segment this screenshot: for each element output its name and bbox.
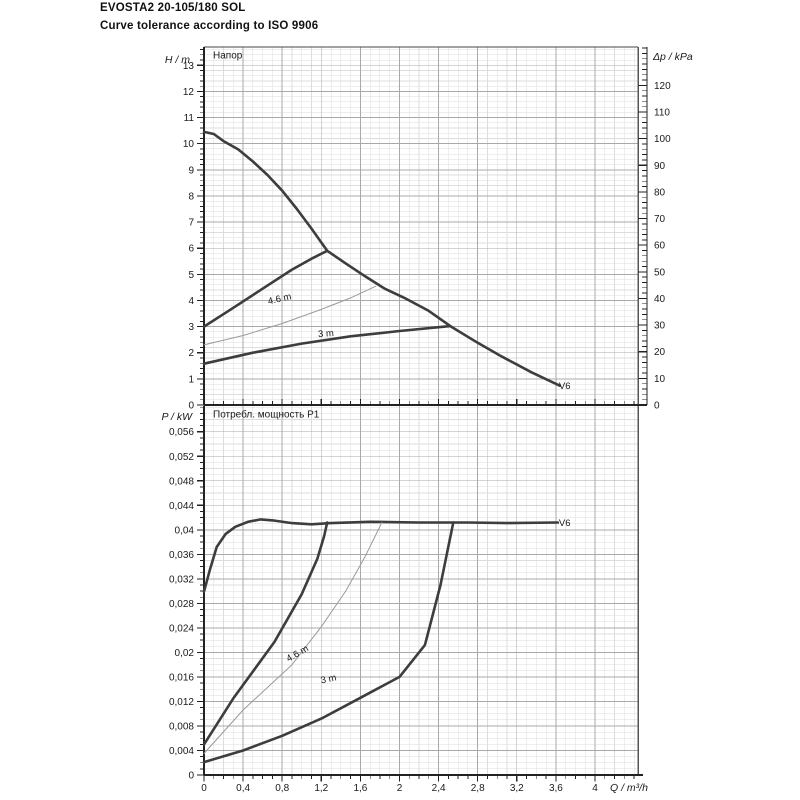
svg-text:0,4: 0,4 [236, 783, 250, 794]
axis-ticks [197, 406, 635, 782]
svg-text:100: 100 [654, 134, 671, 145]
svg-text:0,04: 0,04 [175, 525, 195, 536]
svg-text:0: 0 [654, 401, 660, 412]
svg-text:1,2: 1,2 [314, 783, 328, 794]
axis-frame [203, 46, 648, 406]
svg-text:0,032: 0,032 [169, 574, 194, 585]
svg-text:0,024: 0,024 [169, 623, 194, 634]
svg-text:3 m: 3 m [320, 672, 338, 686]
svg-text:50: 50 [654, 267, 666, 278]
svg-text:7: 7 [188, 218, 194, 229]
svg-text:0,016: 0,016 [169, 672, 194, 683]
axis-titles: Напор H / m Δp / kPa [165, 51, 693, 67]
svg-text:0,044: 0,044 [169, 501, 194, 512]
svg-text:0,008: 0,008 [169, 721, 194, 732]
head-curve-3-m [202, 324, 452, 365]
svg-text:10: 10 [183, 139, 195, 150]
svg-text:4: 4 [592, 783, 598, 794]
svg-text:13: 13 [183, 61, 195, 72]
svg-text:2: 2 [397, 783, 403, 794]
svg-text:2,8: 2,8 [471, 783, 485, 794]
svg-text:0,004: 0,004 [169, 746, 194, 757]
svg-text:Потребл. мощность P1: Потребл. мощность P1 [213, 409, 320, 421]
rise-head-curve [202, 249, 329, 328]
svg-text:Напор: Напор [213, 51, 243, 62]
svg-text:2,4: 2,4 [432, 783, 446, 794]
page-title: EVOSTA2 20-105/180 SOL [100, 2, 246, 14]
svg-text:Δp / kPa: Δp / kPa [652, 51, 693, 63]
curve-annotations: V64.6 m3 m [285, 518, 571, 686]
svg-text:3 m: 3 m [318, 328, 335, 340]
svg-text:90: 90 [654, 161, 666, 172]
svg-text:12: 12 [183, 87, 195, 98]
page-subtitle: Curve tolerance according to ISO 9906 [100, 20, 319, 32]
svg-text:10: 10 [654, 374, 666, 385]
svg-text:3: 3 [188, 322, 194, 333]
grid-minor [203, 47, 638, 406]
power-curve-3-m [202, 521, 455, 764]
svg-text:11: 11 [184, 113, 195, 124]
power-chart: 0 0,004 0,008 0,012 0,016 0,02 0,024 0,028 0,032… [161, 406, 648, 794]
svg-text:5: 5 [188, 270, 194, 281]
curve-annotations: V6 4.6 m 3 m [267, 291, 571, 392]
tick-labels: 0123456789101112130102030405060708090100… [183, 61, 671, 412]
svg-text:40: 40 [654, 294, 666, 305]
svg-text:0,8: 0,8 [275, 783, 289, 794]
svg-text:0,056: 0,056 [169, 427, 194, 438]
power-curve-4-6-m [203, 522, 383, 754]
svg-text:80: 80 [654, 187, 666, 198]
svg-text:0,012: 0,012 [169, 697, 194, 708]
svg-text:70: 70 [654, 214, 666, 225]
rise-power-curve [202, 521, 329, 746]
max-speed-head-curve [202, 130, 562, 387]
svg-text:2: 2 [188, 348, 194, 359]
svg-text:20: 20 [654, 347, 666, 358]
svg-text:0: 0 [188, 771, 194, 782]
svg-text:3,2: 3,2 [510, 783, 524, 794]
svg-text:9: 9 [188, 165, 194, 176]
svg-text:H / m: H / m [165, 54, 190, 66]
svg-text:1,6: 1,6 [353, 783, 367, 794]
svg-text:30: 30 [654, 321, 666, 332]
svg-text:4: 4 [188, 296, 194, 307]
svg-text:P / kW: P / kW [161, 411, 193, 423]
head-chart: 0123456789101112130102030405060708090100… [165, 46, 693, 412]
max-speed-power-curve [202, 518, 560, 593]
svg-text:1: 1 [188, 374, 194, 385]
head-curve-4-6-m [203, 285, 377, 346]
svg-text:0,052: 0,052 [169, 452, 194, 463]
svg-text:0: 0 [201, 783, 207, 794]
svg-text:V6: V6 [559, 518, 571, 529]
svg-text:110: 110 [654, 107, 670, 118]
axis-titles: Потребл. мощность P1 P / kW Q / m³/h [161, 409, 648, 795]
svg-text:Q / m³/h: Q / m³/h [610, 782, 648, 794]
svg-text:120: 120 [654, 81, 671, 92]
axis-ticks [197, 47, 647, 406]
svg-text:0,02: 0,02 [175, 648, 195, 659]
svg-text:6: 6 [188, 244, 194, 255]
grid-major [203, 47, 638, 405]
svg-text:4.6 m: 4.6 m [267, 291, 293, 307]
svg-text:0,036: 0,036 [169, 550, 194, 561]
tick-labels: 0 0,004 0,008 0,012 0,016 0,02 0,024 0,028 0,032… [169, 427, 598, 794]
grid-minor [203, 406, 638, 776]
grid-major [203, 406, 638, 775]
svg-text:0,028: 0,028 [169, 599, 194, 610]
svg-text:0,048: 0,048 [169, 476, 194, 487]
svg-text:3,6: 3,6 [549, 783, 563, 794]
svg-text:8: 8 [188, 191, 194, 202]
svg-text:V6: V6 [559, 381, 571, 392]
svg-text:0: 0 [188, 401, 194, 412]
svg-text:60: 60 [654, 241, 666, 252]
